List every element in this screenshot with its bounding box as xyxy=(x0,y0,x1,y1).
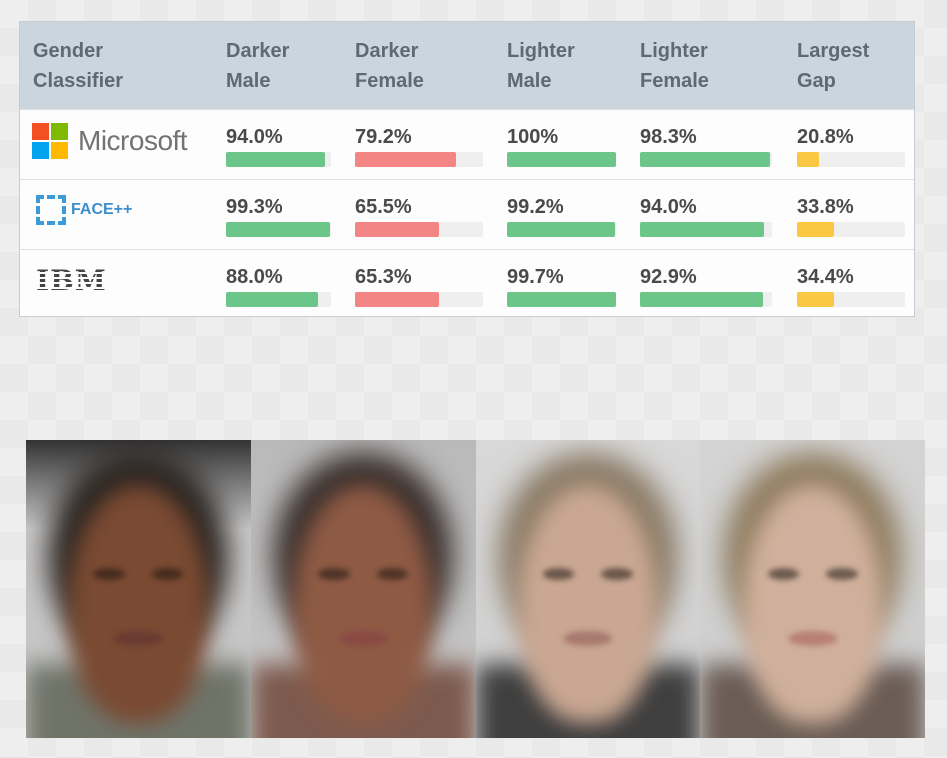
bar-fill xyxy=(355,292,439,307)
bar-fill xyxy=(640,222,765,237)
bar-track xyxy=(507,292,616,307)
header-gender-classifier: Gender Classifier xyxy=(33,40,124,92)
classifier-name: FACE++ xyxy=(71,201,133,218)
bar-track xyxy=(640,152,772,167)
value-lighter-male: 99.2% xyxy=(507,196,564,218)
value-lighter-male: 100% xyxy=(507,126,559,148)
microsoft-square xyxy=(51,142,68,159)
left-eye xyxy=(318,568,350,581)
bar-track xyxy=(797,222,905,237)
bar-track xyxy=(355,292,483,307)
bar-track xyxy=(355,222,483,237)
lighter-male-average-face xyxy=(475,440,701,738)
classifier-name: Microsoft xyxy=(78,125,188,156)
value-darker-female: 79.2% xyxy=(355,126,412,148)
bar-fill xyxy=(507,152,616,167)
left-eye xyxy=(93,568,125,581)
head xyxy=(293,484,433,724)
right-eye xyxy=(826,568,858,581)
microsoft-square xyxy=(32,142,49,159)
bar-track xyxy=(507,152,616,167)
table-header: Gender Classifier Darker Male Darker Fem… xyxy=(20,22,914,109)
bar-track xyxy=(507,222,616,237)
value-darker-male: 88.0% xyxy=(226,266,283,288)
bar-fill xyxy=(226,152,325,167)
bar-fill xyxy=(797,222,834,237)
left-eye xyxy=(542,568,575,581)
bar-fill xyxy=(355,152,457,167)
face-scan-icon xyxy=(36,195,66,225)
value-lighter-male: 99.7% xyxy=(507,266,564,288)
right-eye xyxy=(151,568,184,581)
microsoft-square xyxy=(51,123,68,140)
bar-track xyxy=(640,292,772,307)
bar-fill xyxy=(226,292,319,307)
microsoft-logo: Microsoft xyxy=(32,123,188,159)
value-largest-gap: 20.8% xyxy=(797,126,854,148)
bar-track xyxy=(355,152,483,167)
bar-track xyxy=(640,222,772,237)
table-row: Microsoft 94.0% 79.2% 100% 98.3% 20.8% xyxy=(20,109,914,179)
header-lighter-male: Lighter Male xyxy=(507,40,575,92)
bar-fill xyxy=(797,292,835,307)
faceplusplus-logo: FACE++ xyxy=(36,195,132,225)
bar-track xyxy=(226,292,331,307)
bar-fill xyxy=(226,222,331,237)
bar-track xyxy=(226,222,331,237)
right-eye xyxy=(376,568,409,581)
mouth xyxy=(113,630,164,646)
bar-track xyxy=(797,152,905,167)
bar-fill xyxy=(640,152,770,167)
header-lighter-female: Lighter Female xyxy=(640,40,709,92)
header-darker-female: Darker Female xyxy=(355,40,424,92)
microsoft-square xyxy=(32,123,49,140)
bar-fill xyxy=(355,222,439,237)
value-darker-female: 65.5% xyxy=(355,196,412,218)
value-largest-gap: 34.4% xyxy=(797,266,854,288)
table-row: IBM 88.0% 65.3% 99.7% 92.9% 34.4% xyxy=(20,249,914,319)
average-faces-strip xyxy=(26,440,925,738)
bar-track xyxy=(226,152,331,167)
mouth xyxy=(563,630,613,646)
darker-male-average-face xyxy=(26,440,251,738)
header-darker-male: Darker Male xyxy=(226,40,290,92)
bar-fill xyxy=(797,152,820,167)
right-eye xyxy=(601,568,633,581)
value-lighter-female: 92.9% xyxy=(640,266,697,288)
mouth xyxy=(338,630,388,646)
microsoft-squares-icon xyxy=(32,123,68,159)
value-darker-male: 94.0% xyxy=(226,126,283,148)
value-largest-gap: 33.8% xyxy=(797,196,854,218)
darker-female-average-face xyxy=(250,440,476,738)
head xyxy=(518,484,658,724)
lighter-female-average-face xyxy=(700,440,925,738)
left-eye xyxy=(767,568,800,581)
bar-fill xyxy=(507,222,616,237)
value-lighter-female: 94.0% xyxy=(640,196,697,218)
mouth xyxy=(787,630,838,646)
head xyxy=(68,484,209,724)
value-darker-male: 99.3% xyxy=(226,196,283,218)
bar-fill xyxy=(640,292,763,307)
header-largest-gap: Largest Gap xyxy=(797,40,870,92)
bar-track xyxy=(797,292,905,307)
bar-fill xyxy=(507,292,616,307)
ibm-logo: IBM xyxy=(36,264,107,297)
head xyxy=(742,484,883,724)
value-darker-female: 65.3% xyxy=(355,266,412,288)
table-row: FACE++ 99.3% 65.5% 99.2% 94.0% 33.8% xyxy=(20,179,914,249)
classifier-accuracy-table: Gender Classifier Darker Male Darker Fem… xyxy=(19,21,915,317)
value-lighter-female: 98.3% xyxy=(640,126,697,148)
